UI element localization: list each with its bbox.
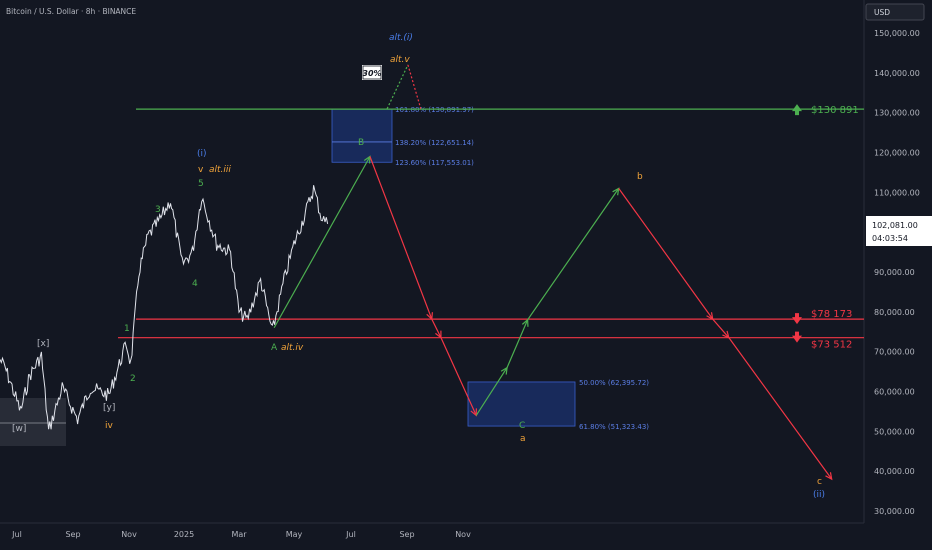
wave-label-4: 4: [192, 279, 198, 289]
wave-label-B: B: [358, 138, 364, 148]
price-tick-label: 140,000.00: [874, 69, 920, 78]
wave-label-w: [w]: [12, 424, 26, 434]
projection-A-to-B: [273, 156, 371, 329]
fib-label-50: 50.00% (62,395.72): [579, 379, 649, 387]
time-tick-label: Jul: [11, 530, 22, 539]
price-tick-label: 80,000.00: [874, 308, 915, 317]
level-arrow-down-icon: [792, 331, 802, 343]
wave-label-2: 2: [130, 374, 136, 384]
wave-label-alt-iii: alt.iii: [209, 165, 231, 175]
price-series-line: [0, 185, 329, 430]
time-tick-label: 2025: [174, 530, 194, 539]
wave-label-ii: (ii): [813, 490, 825, 500]
w-consolidation-box: [0, 398, 66, 446]
wave-label-c: c: [817, 477, 822, 487]
level-arrow-down-icon: [792, 313, 802, 325]
level-label-0: $130 891: [811, 105, 859, 116]
time-tick-label: Nov: [121, 530, 137, 539]
projection-arrowhead-icon: [500, 366, 508, 375]
currency-button[interactable]: [865, 3, 925, 21]
lower-target-zone: 50.00% (62,395.72) 61.80% (51,323.43): [467, 379, 649, 431]
fib-label-61: 61.80% (51,323.43): [579, 423, 649, 431]
price-tick-label: 70,000.00: [874, 348, 915, 357]
projection-arrowhead-icon: [521, 318, 529, 327]
current-price-box: [866, 216, 932, 246]
fib-label-161: 161.80% (130,891.97): [395, 106, 474, 114]
projection-arrowhead-icon: [722, 330, 730, 339]
projection-arrowhead-icon: [435, 330, 442, 339]
countdown-timer: 04:03:54: [872, 234, 908, 243]
pct-box: [362, 65, 382, 80]
price-tick-label: 90,000.00: [874, 268, 915, 277]
wave-label-i: (i): [197, 149, 207, 159]
projection-paths: [273, 64, 833, 481]
wave-label-y: [y]: [103, 403, 115, 413]
upper-zone-box: [331, 108, 393, 163]
time-tick-label: May: [286, 530, 303, 539]
time-tick-label: Sep: [399, 530, 414, 539]
projection-C-to-b: [475, 188, 620, 416]
price-tick-label: 110,000.00: [874, 188, 920, 197]
level-arrow-up-icon: [792, 104, 802, 116]
lower-zone-box: [467, 381, 576, 427]
wave-label-v: v: [198, 165, 204, 175]
time-tick-label: Sep: [65, 530, 80, 539]
price-tick-label: 150,000.00: [874, 29, 920, 38]
price-tick-label: 30,000.00: [874, 507, 915, 516]
projection-b-to-c: [618, 187, 833, 480]
wave-label-alt-iv: alt.iv: [281, 343, 304, 353]
projection-arrowhead-icon: [426, 312, 433, 321]
wave-label-alt-i: alt.(i): [389, 33, 413, 43]
wave-label-3: 3: [155, 205, 161, 215]
upper-target-zone: 161.80% (130,891.97) 138.20% (122,651.14…: [331, 106, 474, 167]
wave-label-C: C: [519, 421, 525, 431]
time-scale-ticks: Jul Sep Nov 2025 Mar May Jul Sep Nov: [11, 530, 471, 539]
pct-box-border: [362, 65, 382, 80]
wave-label-iv: iv: [105, 421, 114, 431]
projection-B-to-C: [369, 156, 477, 416]
wave-label-alt-v: alt.v: [390, 55, 410, 65]
wave-label-1: 1: [124, 324, 130, 334]
current-price-tag: 102,081.00 04:03:54: [866, 216, 932, 246]
price-tick-label: 130,000.00: [874, 109, 920, 118]
level-label-1: $78 173: [811, 309, 852, 320]
time-tick-label: Nov: [455, 530, 471, 539]
wave-label-A: A: [271, 343, 278, 353]
wave-label-x: [x]: [37, 339, 49, 349]
projection-arrowhead-icon: [825, 472, 833, 481]
fib-label-138: 138.20% (122,651.14): [395, 139, 474, 147]
wave-label-b: b: [637, 172, 643, 182]
price-levels: $130 891 $78 173 $73 512: [118, 104, 864, 351]
price-tick-label: 120,000.00: [874, 149, 920, 158]
projection-alt-v-up: [386, 64, 409, 109]
projection-arrowhead-icon: [706, 312, 714, 321]
wave-labels: alt.(i) alt.v (i) v alt.iii 5 3 4 1 2 [x…: [12, 33, 825, 500]
price-tick-label: 50,000.00: [874, 427, 915, 436]
currency-label: USD: [874, 8, 890, 17]
symbol-header: Bitcoin / U.S. Dollar · 8h · BINANCE: [6, 7, 136, 16]
wave-label-a: a: [520, 434, 526, 444]
time-tick-label: Jul: [345, 530, 356, 539]
level-label-2: $73 512: [811, 340, 852, 351]
time-tick-label: Mar: [231, 530, 247, 539]
current-price-value: 102,081.00: [872, 221, 918, 230]
price-tick-label: 40,000.00: [874, 467, 915, 476]
wave-label-5: 5: [198, 179, 204, 189]
fib-label-123: 123.60% (117,553.01): [395, 159, 474, 167]
price-tick-label: 60,000.00: [874, 388, 915, 397]
pct-label: 30%: [362, 69, 381, 78]
